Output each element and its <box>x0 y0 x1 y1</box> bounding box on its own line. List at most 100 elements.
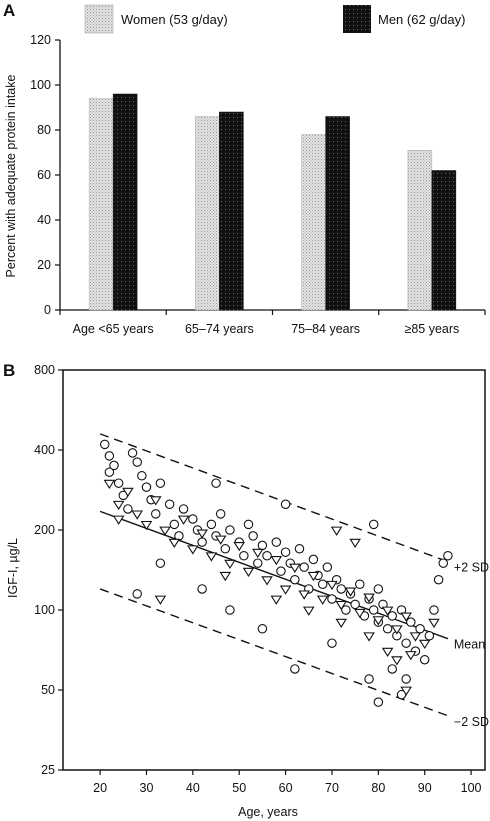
data-point-triangle <box>149 496 162 506</box>
data-point-circle <box>355 579 365 589</box>
x-tick-label: 20 <box>93 781 107 795</box>
data-point-triangle <box>270 555 283 566</box>
data-point-circle <box>401 638 411 648</box>
data-point-triangle <box>330 526 343 536</box>
data-point-circle <box>327 594 337 604</box>
data-point-triangle <box>400 612 412 622</box>
data-point-circle <box>387 611 398 621</box>
data-point-triangle <box>428 618 440 628</box>
panel-label-b: B <box>3 361 15 380</box>
data-point-circle <box>197 584 207 594</box>
data-point-triangle <box>251 548 264 559</box>
data-point-circle <box>294 544 305 554</box>
data-point-circle <box>433 574 444 585</box>
bar-men <box>431 170 457 311</box>
data-point-triangle <box>316 595 329 605</box>
data-point-circle <box>132 589 142 599</box>
data-point-circle <box>415 624 425 634</box>
data-point-circle <box>104 467 115 477</box>
legend-label-men: Men (62 g/day) <box>378 12 465 27</box>
y-tick-label: 100 <box>34 603 55 617</box>
data-point-circle <box>215 509 226 519</box>
data-point-circle <box>373 697 384 707</box>
bar-chart-panel-a: Women (53 g/day) Men (62 g/day) 0 20 40 60 8… <box>4 4 486 336</box>
y-tick-label: 60 <box>37 168 51 182</box>
x-tick-label: 65–74 years <box>185 322 254 336</box>
data-point-triangle <box>363 632 375 642</box>
x-axis-label: Age, years <box>238 805 298 819</box>
legend: Women (53 g/day) Men (62 g/day) <box>84 4 465 34</box>
data-point-triangle <box>353 608 366 619</box>
data-point-triangle <box>335 600 348 611</box>
data-point-circle <box>137 471 147 481</box>
data-point-triangle <box>242 567 255 578</box>
data-point-circle <box>178 504 189 514</box>
legend-swatch-men <box>343 5 371 33</box>
reference-line-label: Mean <box>454 638 485 652</box>
y-tick-label: 25 <box>41 763 55 777</box>
data-point-circle <box>406 617 416 627</box>
data-point-triangle <box>261 576 273 586</box>
data-point-triangle <box>391 656 403 666</box>
data-point-circle <box>299 562 309 572</box>
data-point-triangle <box>112 515 125 525</box>
y-tick-label: 200 <box>34 523 55 537</box>
x-tick-label: 50 <box>232 781 246 795</box>
data-point-triangle <box>219 571 232 582</box>
data-point-triangle <box>409 632 422 642</box>
data-point-circle <box>253 558 263 568</box>
y-tick-label: 400 <box>34 443 55 457</box>
x-tick-label: 40 <box>186 781 200 795</box>
data-point-triangle <box>279 585 292 595</box>
data-point-triangle <box>131 510 143 520</box>
data-point-triangle <box>381 606 394 616</box>
data-point-circle <box>327 638 337 648</box>
data-point-circle <box>99 439 110 450</box>
x-tick-label: Age <65 years <box>73 322 154 336</box>
data-point-circle <box>387 664 398 674</box>
data-point-triangle <box>400 686 412 696</box>
data-point-triangle <box>177 515 190 525</box>
data-point-triangle <box>381 647 394 658</box>
bar-men <box>219 111 244 311</box>
x-tick-label: 100 <box>461 781 482 795</box>
x-tick-label: 90 <box>418 781 432 795</box>
y-axis-label: Percent with adequate protein intake <box>4 75 18 278</box>
data-point-circle <box>280 499 291 509</box>
data-point-circle <box>141 482 152 492</box>
data-point-triangle <box>140 520 153 531</box>
data-point-triangle <box>344 587 357 597</box>
data-point-triangle <box>205 552 218 562</box>
reference-line <box>99 510 449 640</box>
data-point-triangle <box>335 618 348 628</box>
data-point-circle <box>290 574 300 585</box>
y-tick-label: 120 <box>30 33 51 47</box>
data-point-circle <box>113 478 124 488</box>
data-point-circle <box>438 558 449 568</box>
data-point-circle <box>368 605 379 615</box>
bar-men <box>325 116 350 311</box>
data-point-circle <box>364 674 374 684</box>
legend-label-women: Women (53 g/day) <box>121 12 228 27</box>
y-tick-label: 80 <box>37 123 51 137</box>
bars <box>88 93 457 311</box>
y-axis-label: IGF-I, µg/L <box>6 538 20 598</box>
data-point-circle <box>280 547 291 557</box>
data-point-circle <box>257 624 268 634</box>
reference-line-label: −2 SD <box>454 715 489 729</box>
data-point-circle <box>169 519 180 530</box>
data-point-circle <box>378 599 388 610</box>
data-point-triangle <box>372 616 385 626</box>
data-point-circle <box>109 460 119 471</box>
y-tick-label: 50 <box>41 683 55 697</box>
data-point-circle <box>123 504 133 514</box>
data-point-triangle <box>112 500 125 511</box>
data-point-triangle <box>302 606 315 616</box>
data-point-circle <box>206 519 217 530</box>
data-point-circle <box>429 605 439 615</box>
data-point-triangle <box>187 545 199 555</box>
bar-women <box>88 98 114 311</box>
data-point-circle <box>225 605 235 615</box>
data-point-triangle <box>326 580 338 591</box>
